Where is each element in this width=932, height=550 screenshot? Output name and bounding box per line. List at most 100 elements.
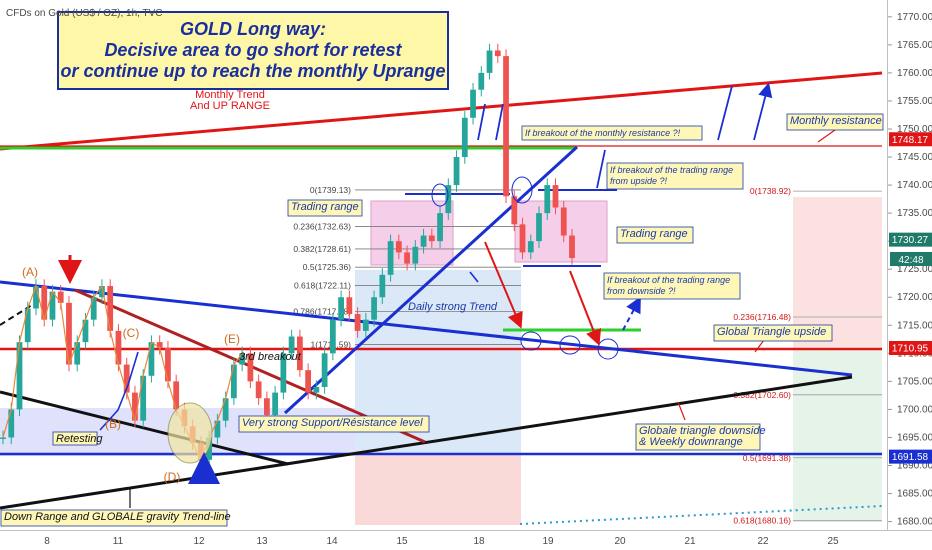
y-tick-label: 1685.00 (897, 489, 932, 500)
annotation-box-support-resistance (238, 415, 430, 433)
candle-body (560, 207, 567, 236)
candle-body (494, 50, 501, 57)
blue-up-arrows (477, 86, 768, 189)
x-tick-label: 15 (396, 536, 408, 547)
blue-dashed-up (622, 296, 641, 331)
candle-body (173, 381, 180, 410)
candle-body (8, 409, 15, 438)
right-zone-green (793, 347, 882, 522)
x-tick-label: 13 (256, 536, 268, 547)
red-pointer-resistance (817, 129, 836, 143)
candle-body (544, 185, 551, 214)
candle-body (123, 364, 130, 393)
title-line-3: or continue up to reach the monthly Upra… (60, 61, 445, 81)
candle-body (445, 185, 452, 214)
candle-body (296, 336, 303, 371)
blue-wave-arrows (99, 271, 479, 431)
y-tick-label: 1695.00 (897, 432, 932, 443)
candle-body (66, 302, 72, 365)
countdown-tag: 42:48 (890, 252, 932, 266)
y-tick-label: 1740.00 (897, 180, 932, 191)
touch-circle-4 (559, 335, 581, 355)
x-tick-label: 20 (614, 536, 626, 547)
candle-body (404, 252, 410, 264)
candle-body (140, 375, 147, 421)
annotation-monthly-trend: Monthly Trend (195, 89, 265, 101)
global-triangle-upper (0, 280, 853, 377)
fib-right-label: 0(1738.92) (750, 186, 791, 196)
candle-body (329, 319, 336, 354)
candle-body (412, 246, 419, 264)
wave-label: (E) (224, 332, 240, 346)
candle-body (33, 286, 39, 309)
candle-body (231, 364, 237, 399)
touch-circle-5 (597, 338, 619, 360)
candle-body (305, 370, 312, 393)
red-pointer-triangle (754, 339, 765, 353)
wave-label: (B) (105, 417, 121, 431)
candle-body (371, 297, 377, 320)
x-tick-label: 19 (542, 536, 554, 547)
candle-body (453, 157, 460, 186)
annotation-breakout-downside: If breakout of the trading range (607, 275, 730, 285)
candle-body (461, 117, 468, 158)
candle-body (165, 347, 171, 382)
candle-body (552, 185, 559, 208)
fib-right-label: 0.5(1691.38) (743, 453, 791, 463)
price-tag (889, 232, 932, 247)
x-tick-label: 12 (193, 536, 205, 547)
candle-body (428, 235, 435, 242)
candle-body (57, 291, 64, 303)
candle-body (90, 297, 97, 320)
candle-body (107, 286, 114, 331)
annotation-global-triangle-up: Global Triangle upside (717, 326, 826, 338)
down-range-line (0, 390, 289, 466)
annotation-monthly-trend: And UP RANGE (190, 100, 270, 112)
annotation-trading-range-left: Trading range (291, 201, 359, 213)
annotation-global-triangle-down: Globale triangle downside (639, 425, 766, 437)
annotation-global-triangle-down: & Weekly downrange (639, 436, 743, 448)
candle-body (222, 398, 229, 421)
fib-left-label: 0.786(1717.48) (293, 306, 351, 316)
candle-body (420, 235, 427, 247)
candle-body (379, 274, 386, 298)
candle-body (49, 291, 56, 320)
annotation-support-resistance: Very strong Support/Résistance level (242, 417, 423, 429)
fib-left-label: 0.618(1722.11) (294, 280, 351, 290)
y-tick-label: 1725.00 (897, 264, 932, 275)
price-tag (889, 449, 932, 464)
wave-label: (D) (164, 470, 181, 484)
candle-body (272, 392, 279, 416)
candle-body (0, 437, 6, 439)
annotation-box-trading-range-left (287, 199, 363, 217)
red-arrow-down-1 (484, 241, 523, 329)
annotation-breakout-monthly: If breakout of the monthly resistance ?! (525, 128, 681, 138)
right-zone-red (793, 197, 882, 347)
price-tag-label: 1730.27 (892, 235, 929, 246)
black-dashed-left (0, 299, 41, 326)
x-tick-label: 22 (757, 536, 769, 547)
candle-body (503, 56, 509, 197)
y-tick-label: 1705.00 (897, 376, 932, 387)
candle-body (214, 420, 221, 438)
annotation-retesting: Retesting (56, 433, 103, 445)
y-tick-label: 1755.00 (897, 96, 932, 107)
annotation-breakout-upside: If breakout of the trading range (610, 165, 733, 175)
candle-body (239, 353, 246, 365)
y-tick-label: 1680.00 (897, 517, 932, 528)
candle-body (321, 353, 328, 387)
candle-body (148, 342, 155, 376)
y-tick-label: 1765.00 (897, 40, 932, 51)
candle-body (569, 235, 575, 258)
candle-body (288, 336, 295, 354)
x-tick-label: 21 (684, 536, 696, 547)
candle-body (395, 241, 402, 253)
y-tick-label: 1735.00 (897, 208, 932, 219)
dotted-curve (519, 505, 883, 525)
countdown-label: 42:48 (898, 255, 923, 266)
title-line-2: Decisive area to go short for retest (104, 40, 402, 60)
annotation-box-down-range (0, 509, 228, 527)
candle-body (486, 50, 493, 73)
global-triangle-lower (0, 375, 853, 510)
